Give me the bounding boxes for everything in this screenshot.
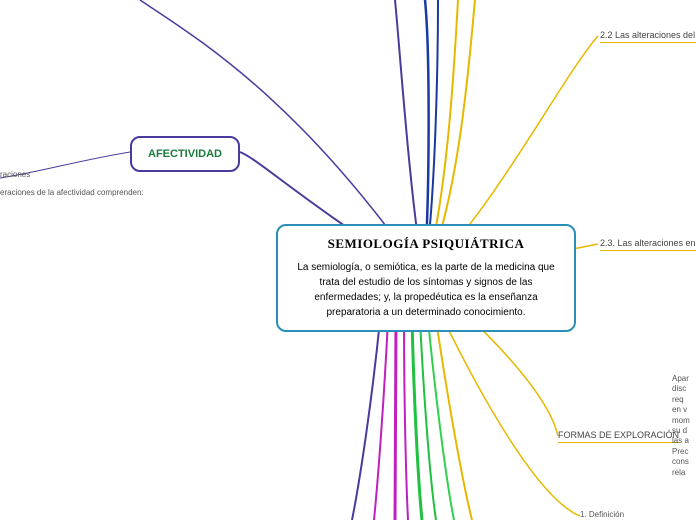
central-title: SEMIOLOGÍA PSIQUIÁTRICA: [294, 236, 558, 252]
mindmap-canvas: SEMIOLOGÍA PSIQUIÁTRICA La semiología, o…: [0, 0, 696, 520]
branch-label[interactable]: 2.2 Las alteraciones del lenguaje escrit…: [600, 30, 696, 43]
branch-label[interactable]: FORMAS DE EXPLORACIÓN: [558, 430, 679, 443]
central-body: La semiología, o semiótica, es la parte …: [294, 260, 558, 320]
sub-node-afectividad[interactable]: AFECTIVIDAD: [130, 136, 240, 172]
central-node[interactable]: SEMIOLOGÍA PSIQUIÁTRICA La semiología, o…: [276, 224, 576, 332]
text-fragment: eraciones de la afectividad comprenden:: [0, 188, 144, 198]
sub-node-label: AFECTIVIDAD: [148, 148, 222, 160]
text-fragment: 1. Definición: [580, 510, 624, 520]
text-fragment: raciones: [0, 170, 30, 180]
text-fragment: Apar disc req en v mom su d las a Prec c…: [672, 374, 690, 478]
branch-label[interactable]: 2.3. Las alteraciones en el lenguaje mím…: [600, 238, 696, 251]
